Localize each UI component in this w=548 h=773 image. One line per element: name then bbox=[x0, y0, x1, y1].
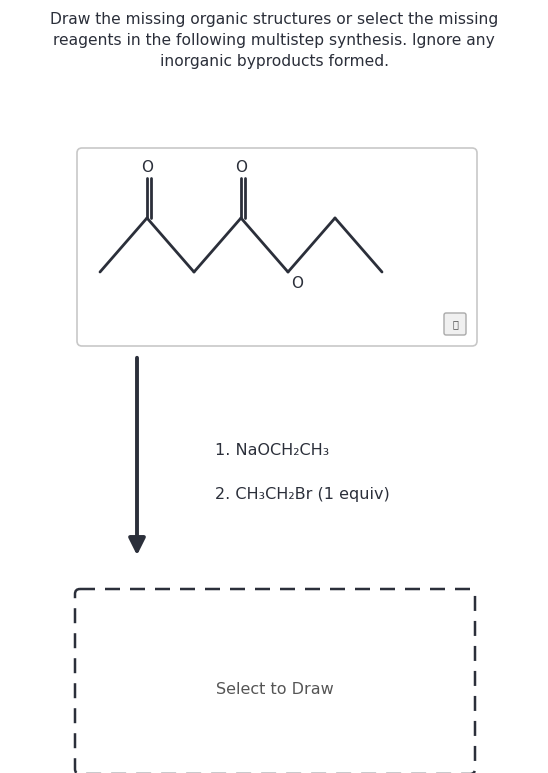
FancyBboxPatch shape bbox=[444, 313, 466, 335]
Text: O: O bbox=[291, 276, 303, 291]
Text: 1. NaOCH₂CH₃: 1. NaOCH₂CH₃ bbox=[215, 443, 329, 458]
Text: 2. CH₃CH₂Br (1 equiv): 2. CH₃CH₂Br (1 equiv) bbox=[215, 487, 390, 502]
Text: O: O bbox=[235, 160, 247, 175]
Text: 🔍: 🔍 bbox=[452, 319, 458, 329]
Text: Draw the missing organic structures or select the missing: Draw the missing organic structures or s… bbox=[50, 12, 498, 27]
Text: O: O bbox=[141, 160, 153, 175]
Text: Select to Draw: Select to Draw bbox=[216, 682, 334, 696]
Text: inorganic byproducts formed.: inorganic byproducts formed. bbox=[159, 54, 389, 69]
Text: reagents in the following multistep synthesis. Ignore any: reagents in the following multistep synt… bbox=[53, 33, 495, 48]
FancyBboxPatch shape bbox=[77, 148, 477, 346]
FancyBboxPatch shape bbox=[75, 589, 475, 773]
